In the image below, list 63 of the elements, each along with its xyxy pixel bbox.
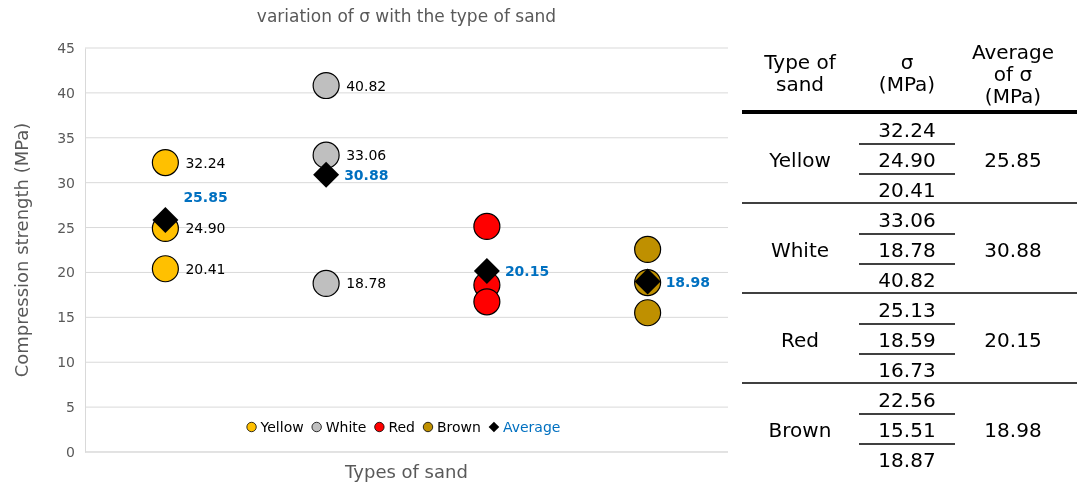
data-label: 18.98	[984, 418, 1042, 442]
point	[634, 299, 662, 327]
text: Average of σ (MPa)	[971, 40, 1055, 108]
data-label: 32.24	[185, 154, 226, 171]
y-axis-title: Compression strength (MPa)	[11, 122, 32, 378]
point	[312, 269, 340, 297]
category-label: Red	[781, 328, 819, 352]
data-label: 18.98	[665, 273, 710, 290]
data-label: 18.87	[878, 448, 936, 472]
data-label: 33.06	[346, 147, 387, 164]
data-label: 24.90	[878, 148, 936, 172]
legend-title: Type of sand	[763, 50, 837, 96]
point	[151, 255, 179, 283]
data-label: 18.78	[878, 238, 936, 262]
y-tick-label: 5	[66, 399, 75, 416]
data-label: 33.06	[878, 208, 936, 232]
data-label: 24.90	[185, 220, 226, 237]
data-label: 30.88	[984, 238, 1042, 262]
data-label: 15.51	[878, 418, 936, 442]
data-label: 20.15	[984, 328, 1042, 352]
data-label: 25.85	[984, 148, 1042, 172]
y-tick-label: 25	[57, 219, 75, 236]
data-label: 18.78	[346, 275, 387, 292]
data-label: 22.56	[878, 388, 936, 412]
legend-label: White	[325, 419, 367, 435]
data-label: 25.85	[183, 188, 228, 205]
data-label: 40.82	[878, 268, 936, 292]
legend-label: Red	[388, 419, 415, 435]
y-tick-label: 15	[57, 309, 75, 326]
y-tick-label: 45	[57, 39, 75, 56]
point	[473, 212, 501, 240]
category-label: Brown	[768, 418, 832, 442]
point	[473, 288, 501, 316]
legend-label: Brown	[436, 419, 481, 435]
x-axis-title: Types of sand	[344, 461, 468, 482]
point	[313, 161, 340, 188]
legend-label: Average	[502, 419, 561, 435]
data-label: 30.88	[344, 166, 389, 183]
data-label: 32.24	[878, 118, 936, 142]
category-label: White	[770, 238, 830, 262]
category-label: Yellow	[768, 148, 831, 172]
point	[312, 71, 340, 100]
data-label: 20.41	[878, 178, 936, 202]
y-tick-label: 35	[57, 129, 75, 146]
legend-label: Yellow	[259, 419, 304, 435]
data-label: 25.13	[878, 298, 936, 322]
text: σ (MPa)	[878, 50, 936, 96]
point	[473, 258, 500, 285]
point	[151, 148, 179, 177]
data-label: 16.73	[878, 358, 936, 382]
data-label: 20.15	[504, 263, 550, 280]
chart-title: variation of σ with the type of sand	[256, 6, 557, 26]
point	[634, 235, 662, 264]
point	[152, 206, 179, 233]
y-tick-label: 0	[66, 443, 75, 460]
data-label: 18.59	[878, 328, 936, 352]
y-tick-label: 10	[57, 354, 75, 371]
point	[312, 141, 340, 169]
data-label: 40.82	[346, 77, 387, 94]
y-tick-label: 30	[57, 174, 75, 191]
data-label: 20.41	[185, 260, 226, 277]
y-tick-label: 20	[57, 264, 75, 281]
y-tick-label: 40	[57, 84, 75, 101]
